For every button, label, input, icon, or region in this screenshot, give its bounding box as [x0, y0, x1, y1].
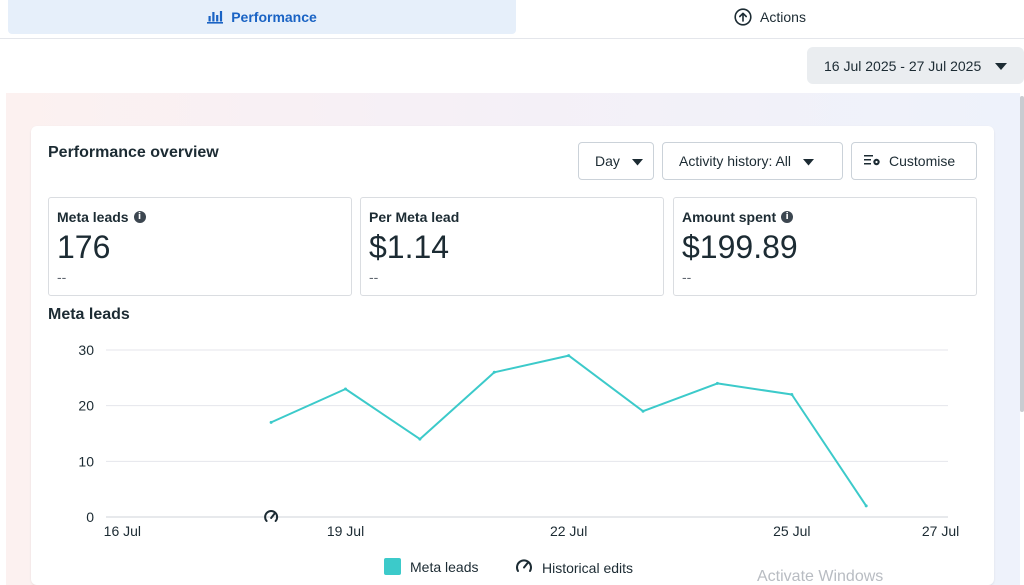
chart-title: Meta leads [48, 306, 130, 323]
day-dropdown[interactable]: Day [578, 142, 654, 180]
metric-label-row: Meta leads i [57, 209, 146, 225]
y-tick-label: 30 [78, 342, 94, 358]
metric-value: $1.14 [369, 229, 450, 265]
data-point [715, 381, 719, 385]
historical-edit-marker[interactable] [264, 510, 279, 522]
data-point [269, 420, 273, 424]
caret-down-icon [631, 153, 643, 169]
date-range-label: 16 Jul 2025 - 27 Jul 2025 [824, 57, 982, 74]
x-tick-label: 19 Jul [327, 523, 364, 539]
activity-history-dropdown[interactable]: Activity history: All [662, 142, 843, 180]
legend-item-meta-leads[interactable]: Meta leads [384, 558, 478, 575]
data-point [641, 409, 645, 413]
metric-value: 176 [57, 229, 111, 265]
tab-actions-label: Actions [760, 9, 806, 25]
y-tick-label: 20 [78, 398, 94, 414]
data-point [418, 437, 422, 441]
legend-item-historical-edits[interactable]: Historical edits [515, 558, 633, 577]
data-point [492, 370, 496, 374]
metric-label: Meta leads [57, 209, 129, 225]
caret-down-icon [995, 58, 1008, 74]
meta-leads-line-chart: 0 10 20 30 16 Jul 19 Jul 22 Jul 25 Jul 27 Jul [78, 342, 959, 539]
x-tick-label: 25 Jul [773, 523, 810, 539]
info-icon[interactable]: i [781, 211, 794, 223]
date-range-picker[interactable]: 16 Jul 2025 - 27 Jul 2025 [807, 47, 1024, 84]
metric-label-row: Per Meta lead [369, 209, 459, 225]
tab-actions[interactable]: Actions [516, 0, 1024, 34]
arrow-up-circle-icon [734, 8, 752, 26]
bar-chart-icon [207, 10, 224, 24]
metric-value: $199.89 [682, 229, 798, 265]
data-point [567, 354, 571, 358]
legend-label: Historical edits [542, 559, 634, 576]
x-tick-label: 16 Jul [104, 523, 141, 539]
metric-card-per-meta-lead[interactable]: Per Meta lead $1.14 -- [360, 197, 664, 296]
customise-button[interactable]: Customise [851, 142, 977, 180]
x-tick-label: 22 Jul [550, 523, 587, 539]
data-point [344, 387, 348, 391]
legend-label: Meta leads [410, 558, 479, 575]
performance-overview-card: Performance overview Day Activity histor… [31, 126, 994, 585]
gauge-edit-icon [515, 558, 533, 577]
tab-performance-label: Performance [231, 9, 317, 25]
scrollbar[interactable] [1020, 96, 1024, 412]
activate-windows-watermark: Activate Windows [757, 568, 884, 585]
x-tick-label: 27 Jul [922, 523, 959, 539]
metric-label: Per Meta lead [369, 209, 460, 225]
metric-comparison: -- [369, 269, 379, 285]
tab-performance[interactable]: Performance [8, 0, 516, 34]
metric-card-amount-spent[interactable]: Amount spent i $199.89 -- [673, 197, 977, 296]
data-point [790, 393, 794, 397]
caret-down-icon [803, 153, 815, 169]
customise-label: Customise [889, 153, 956, 169]
metric-label: Amount spent [682, 209, 777, 225]
metric-card-meta-leads[interactable]: Meta leads i 176 -- [48, 197, 352, 296]
metric-comparison: -- [682, 269, 692, 285]
metric-comparison: -- [57, 269, 67, 285]
y-tick-label: 0 [86, 509, 94, 525]
customise-settings-icon [864, 153, 881, 170]
tab-bar: Performance Actions [0, 0, 1024, 39]
info-icon[interactable]: i [133, 211, 146, 223]
metric-label-row: Amount spent i [682, 209, 794, 225]
activity-history-label: Activity history: All [679, 153, 792, 169]
legend-swatch [384, 558, 401, 575]
y-tick-label: 10 [78, 453, 94, 469]
day-dropdown-label: Day [595, 153, 620, 169]
card-title: Performance overview [48, 144, 219, 161]
series-line-meta-leads [270, 354, 868, 507]
data-point [864, 504, 868, 508]
